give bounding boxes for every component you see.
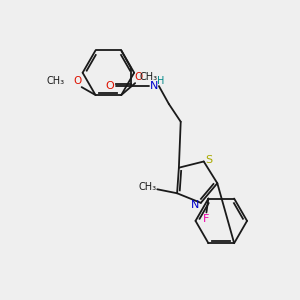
Text: N: N [150, 81, 158, 91]
Text: O: O [134, 72, 142, 82]
Text: CH₃: CH₃ [140, 72, 158, 82]
Text: O: O [74, 76, 82, 86]
Text: CH₃: CH₃ [47, 76, 65, 86]
Text: H: H [157, 76, 165, 86]
Text: S: S [205, 154, 212, 164]
Text: N: N [191, 200, 199, 210]
Text: O: O [105, 81, 114, 91]
Text: F: F [203, 214, 210, 224]
Text: CH₃: CH₃ [138, 182, 156, 192]
